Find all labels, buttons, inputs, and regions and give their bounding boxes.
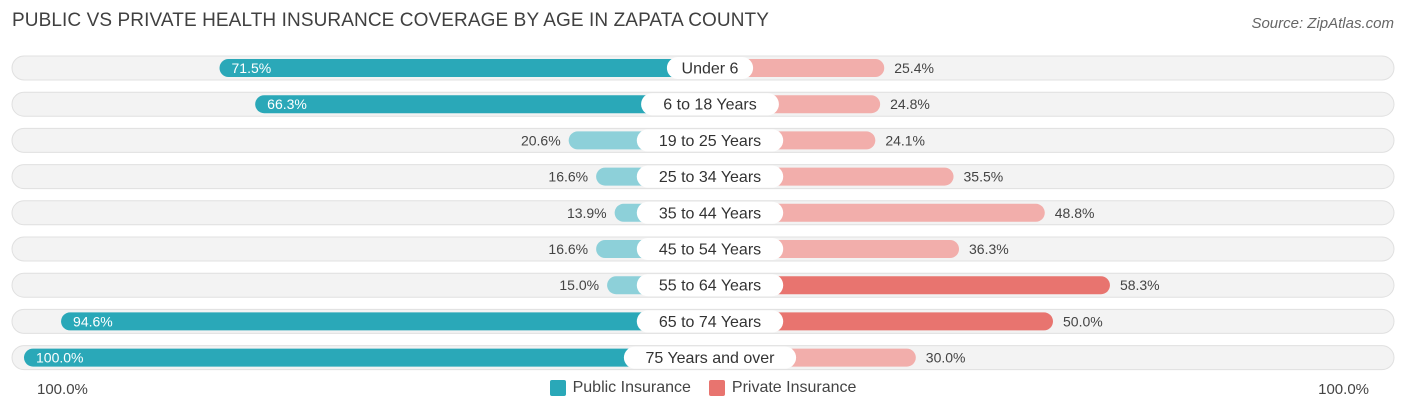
private-value-label: 48.8% — [1055, 205, 1095, 221]
public-value-label: 71.5% — [232, 60, 272, 76]
category-label: 6 to 18 Years — [663, 97, 756, 114]
legend-item-public: Public Insurance — [549, 379, 691, 397]
public-bar — [219, 59, 710, 77]
private-bar — [710, 312, 1053, 331]
private-value-label: 25.4% — [894, 60, 934, 76]
public-value-label: 94.6% — [73, 313, 113, 329]
category-label: 45 to 54 Years — [659, 242, 761, 259]
category-label: 65 to 74 Years — [659, 314, 761, 331]
category-pill — [623, 346, 797, 369]
private-bar — [710, 203, 1045, 222]
public-swatch — [549, 380, 566, 396]
axis-right-label: 100.0% — [1318, 381, 1369, 398]
legend-label-private: Private Insurance — [731, 379, 857, 396]
public-value-label: 16.6% — [548, 241, 588, 257]
category-label: 19 to 25 Years — [659, 133, 761, 150]
private-value-label: 30.0% — [926, 350, 966, 366]
category-pill — [636, 238, 784, 260]
private-value-label: 24.8% — [890, 96, 930, 112]
public-value-label: 20.6% — [521, 132, 561, 148]
axis-left-label: 100.0% — [37, 381, 88, 398]
private-bar — [710, 59, 885, 77]
category-pill — [666, 57, 754, 79]
private-value-label: 36.3% — [969, 241, 1009, 257]
category-pill — [636, 165, 784, 188]
public-value-label: 16.6% — [548, 169, 588, 185]
public-value-label: 15.0% — [559, 277, 599, 293]
private-value-label: 58.3% — [1120, 277, 1160, 293]
public-value-label: 100.0% — [36, 350, 83, 366]
legend-label-public: Public Insurance — [572, 379, 691, 396]
category-label: 55 to 64 Years — [659, 278, 761, 295]
public-value-label: 13.9% — [567, 205, 607, 221]
category-pill — [636, 129, 784, 152]
source-note: Source: ZipAtlas.com — [1251, 15, 1394, 32]
private-bar — [710, 276, 1110, 295]
category-pill — [636, 310, 784, 333]
private-value-label: 35.5% — [964, 169, 1004, 185]
category-label: 35 to 44 Years — [659, 205, 761, 222]
category-pill — [636, 274, 784, 297]
category-label: Under 6 — [682, 61, 739, 78]
legend: Public Insurance Private Insurance — [0, 379, 1406, 397]
category-label: 75 Years and over — [646, 350, 776, 367]
private-value-label: 24.1% — [885, 132, 925, 148]
category-pill — [636, 201, 784, 224]
public-value-label: 66.3% — [267, 96, 307, 112]
chart-title: PUBLIC VS PRIVATE HEALTH INSURANCE COVER… — [12, 10, 770, 31]
public-bar — [24, 348, 710, 367]
legend-item-private: Private Insurance — [708, 379, 857, 397]
private-swatch — [708, 380, 725, 396]
category-label: 25 to 34 Years — [659, 169, 761, 186]
public-bar — [61, 312, 710, 331]
private-value-label: 50.0% — [1063, 313, 1103, 329]
public-bar — [255, 95, 710, 114]
chart: 71.5% 25.4% Under 6 66.3% 24.8% 6 to 18 Years… — [11, 55, 1395, 371]
category-pill — [641, 93, 779, 116]
